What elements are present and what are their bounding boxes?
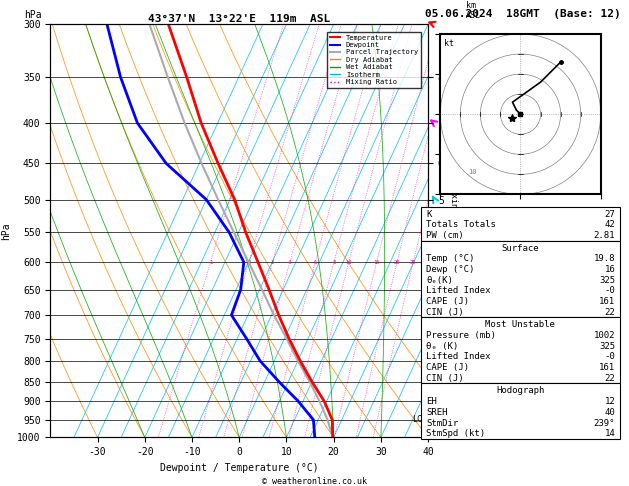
Text: CIN (J): CIN (J) bbox=[426, 308, 464, 317]
Text: 1002: 1002 bbox=[594, 331, 615, 340]
Text: 22: 22 bbox=[604, 374, 615, 383]
Text: 14: 14 bbox=[604, 429, 615, 438]
Text: SREH: SREH bbox=[426, 408, 448, 417]
Text: Pressure (mb): Pressure (mb) bbox=[426, 331, 496, 340]
Text: Hodograph: Hodograph bbox=[496, 386, 544, 396]
Text: 2: 2 bbox=[247, 260, 250, 265]
Text: 10: 10 bbox=[345, 260, 352, 265]
Text: 15: 15 bbox=[374, 260, 380, 265]
Text: 2.81: 2.81 bbox=[594, 231, 615, 240]
Text: hPa: hPa bbox=[24, 10, 42, 20]
Text: Lifted Index: Lifted Index bbox=[426, 352, 491, 362]
Text: CAPE (J): CAPE (J) bbox=[426, 297, 469, 306]
Text: -0: -0 bbox=[604, 286, 615, 295]
Text: θₑ (K): θₑ (K) bbox=[426, 342, 459, 351]
Text: Totals Totals: Totals Totals bbox=[426, 220, 496, 229]
Text: km
ASL: km ASL bbox=[466, 1, 481, 20]
Text: 40: 40 bbox=[604, 408, 615, 417]
Text: 239°: 239° bbox=[594, 418, 615, 428]
Text: StmSpd (kt): StmSpd (kt) bbox=[426, 429, 486, 438]
Text: 161: 161 bbox=[599, 363, 615, 372]
Text: 8: 8 bbox=[332, 260, 335, 265]
Text: 1: 1 bbox=[209, 260, 212, 265]
Text: 22: 22 bbox=[604, 308, 615, 317]
Text: 325: 325 bbox=[599, 276, 615, 285]
Text: 25: 25 bbox=[410, 260, 416, 265]
Text: 6: 6 bbox=[314, 260, 317, 265]
Text: kt: kt bbox=[444, 39, 454, 48]
Text: 4: 4 bbox=[288, 260, 291, 265]
Text: 05.06.2024  18GMT  (Base: 12): 05.06.2024 18GMT (Base: 12) bbox=[425, 9, 620, 19]
Title: 43°37'N  13°22'E  119m  ASL: 43°37'N 13°22'E 119m ASL bbox=[148, 14, 330, 23]
Text: 325: 325 bbox=[599, 342, 615, 351]
Text: Temp (°C): Temp (°C) bbox=[426, 254, 475, 263]
Text: 161: 161 bbox=[599, 297, 615, 306]
Text: 12: 12 bbox=[604, 397, 615, 406]
Text: Lifted Index: Lifted Index bbox=[426, 286, 491, 295]
Text: 20: 20 bbox=[394, 260, 400, 265]
Text: CAPE (J): CAPE (J) bbox=[426, 363, 469, 372]
Y-axis label: hPa: hPa bbox=[1, 222, 11, 240]
Y-axis label: Mixing Ratio (g/kg): Mixing Ratio (g/kg) bbox=[448, 183, 458, 278]
Text: 42: 42 bbox=[604, 220, 615, 229]
Text: PW (cm): PW (cm) bbox=[426, 231, 464, 240]
Text: θₑ(K): θₑ(K) bbox=[426, 276, 454, 285]
Text: 10: 10 bbox=[469, 169, 477, 175]
Text: K: K bbox=[426, 209, 432, 219]
Text: © weatheronline.co.uk: © weatheronline.co.uk bbox=[262, 477, 367, 486]
Text: 3: 3 bbox=[270, 260, 274, 265]
Text: Dewp (°C): Dewp (°C) bbox=[426, 265, 475, 274]
Text: -0: -0 bbox=[604, 352, 615, 362]
X-axis label: Dewpoint / Temperature (°C): Dewpoint / Temperature (°C) bbox=[160, 463, 318, 473]
Text: StmDir: StmDir bbox=[426, 418, 459, 428]
Text: 19.8: 19.8 bbox=[594, 254, 615, 263]
Text: 16: 16 bbox=[604, 265, 615, 274]
Text: CIN (J): CIN (J) bbox=[426, 374, 464, 383]
Text: Most Unstable: Most Unstable bbox=[485, 320, 555, 330]
Text: 27: 27 bbox=[604, 209, 615, 219]
Text: Surface: Surface bbox=[501, 243, 539, 253]
Legend: Temperature, Dewpoint, Parcel Trajectory, Dry Adiabat, Wet Adiabat, Isotherm, Mi: Temperature, Dewpoint, Parcel Trajectory… bbox=[327, 32, 421, 88]
Text: EH: EH bbox=[426, 397, 437, 406]
Text: LCL: LCL bbox=[412, 416, 426, 424]
